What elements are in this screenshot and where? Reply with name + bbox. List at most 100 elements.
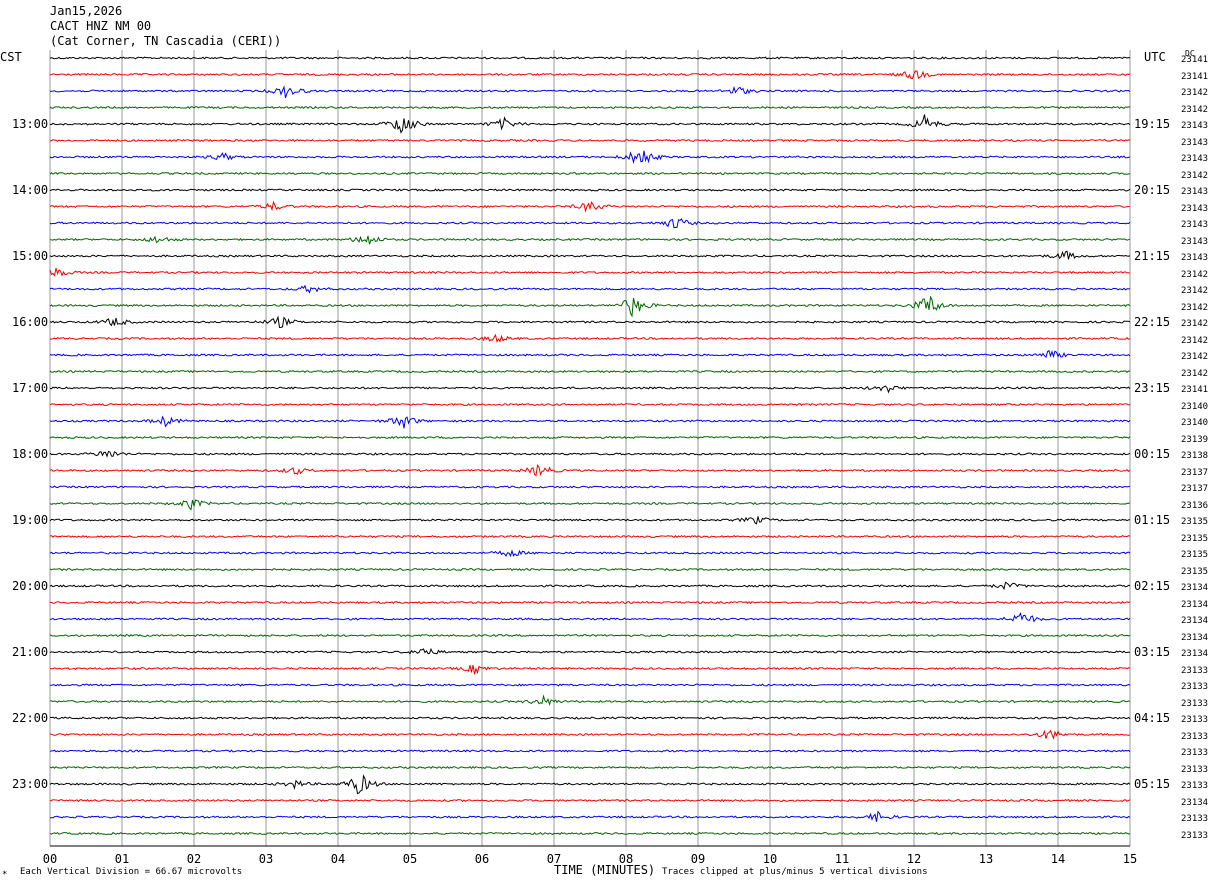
seismic-trace xyxy=(49,647,1131,655)
right-hour-label: 05:15 xyxy=(1134,777,1171,791)
seismic-trace xyxy=(49,349,1131,359)
dc-offset-label: 23133 xyxy=(1181,748,1209,758)
seismic-trace xyxy=(49,664,1131,675)
x-tick-label: 03 xyxy=(258,852,274,866)
left-hour-label: 13:00 xyxy=(12,117,49,131)
left-hour-label: 14:00 xyxy=(12,183,49,197)
right-hour-label: 04:15 xyxy=(1134,711,1171,725)
dc-offset-label: 23135 xyxy=(1181,533,1209,544)
right-hour-label: 00:15 xyxy=(1134,447,1171,461)
seismic-trace xyxy=(49,188,1131,192)
seismic-trace xyxy=(49,464,1131,477)
seismic-trace xyxy=(49,810,1131,822)
local-timezone-label: CST xyxy=(0,50,22,64)
dc-offset-label: 23134 xyxy=(1181,632,1209,643)
dc-offset-label: 23143 xyxy=(1181,236,1209,247)
dc-offset-label: 23142 xyxy=(1181,352,1209,362)
left-hour-label: 19:00 xyxy=(12,513,49,527)
right-hour-label: 23:15 xyxy=(1134,381,1171,395)
x-tick-label: 11 xyxy=(834,852,850,866)
seismic-trace xyxy=(49,333,1131,343)
seismic-trace xyxy=(49,633,1131,638)
seismic-trace xyxy=(49,798,1131,803)
dc-offset-label: 23142 xyxy=(1181,269,1209,280)
right-hour-label: 02:15 xyxy=(1134,579,1171,593)
seismic-trace xyxy=(49,749,1131,753)
x-tick-label: 05 xyxy=(402,852,418,866)
seismic-trace xyxy=(49,402,1131,407)
seismic-trace xyxy=(49,200,1131,213)
dc-offset-label: 23133 xyxy=(1181,682,1209,692)
dc-offset-label: 23140 xyxy=(1181,418,1209,428)
seismic-trace xyxy=(49,218,1131,229)
seismic-trace xyxy=(49,729,1131,741)
x-tick-label: 04 xyxy=(330,852,346,866)
seismic-trace xyxy=(49,369,1131,374)
seismic-trace xyxy=(49,295,1131,318)
dc-offset-label: 23143 xyxy=(1181,203,1209,214)
seismic-trace xyxy=(49,267,1131,277)
dc-offset-label: 23143 xyxy=(1181,253,1209,263)
seismic-trace xyxy=(49,485,1131,489)
right-hour-label: 03:15 xyxy=(1134,645,1171,659)
seismic-trace xyxy=(49,114,1131,134)
dc-offset-label: 23141 xyxy=(1181,55,1209,65)
dc-offset-label: 23134 xyxy=(1181,583,1209,593)
dc-offset-label: 23133 xyxy=(1181,830,1209,841)
dc-offset-label: 23141 xyxy=(1181,385,1209,395)
left-hour-label: 20:00 xyxy=(12,579,49,593)
dc-offset-label: 23142 xyxy=(1181,88,1209,98)
dc-offset-label: 23135 xyxy=(1181,566,1209,577)
right-hour-label: 22:15 xyxy=(1134,315,1171,329)
dc-offset-label: 23133 xyxy=(1181,698,1209,709)
dc-offset-label: 23136 xyxy=(1181,500,1209,511)
seismic-trace xyxy=(49,85,1131,99)
seismic-trace xyxy=(49,549,1131,558)
x-tick-label: 00 xyxy=(42,852,58,866)
dc-offset-label: 23140 xyxy=(1181,401,1209,412)
dc-offset-label: 23143 xyxy=(1181,187,1209,197)
corner-mark: * xyxy=(2,870,8,880)
seismic-trace xyxy=(49,534,1131,539)
dc-offset-label: 23142 xyxy=(1181,302,1209,313)
seismic-trace xyxy=(49,694,1131,706)
x-tick-label: 07 xyxy=(546,852,562,866)
x-tick-label: 15 xyxy=(1122,852,1138,866)
dc-offset-label: 23142 xyxy=(1181,170,1209,181)
dc-offset-label: 23133 xyxy=(1181,731,1209,742)
x-tick-label: 02 xyxy=(186,852,202,866)
seismic-trace xyxy=(49,70,1131,80)
dc-offset-label: 23141 xyxy=(1181,71,1209,82)
vertical-scale-note: Each Vertical Division = 66.67 microvolt… xyxy=(20,867,243,877)
clip-note: Traces clipped at plus/minus 5 vertical … xyxy=(662,867,928,877)
dc-offset-label: 23134 xyxy=(1181,616,1209,626)
seismic-trace xyxy=(49,105,1131,110)
dc-offset-label: 23142 xyxy=(1181,368,1209,379)
left-hour-label: 23:00 xyxy=(12,777,49,791)
dc-offset-label: 23143 xyxy=(1181,154,1209,164)
left-hour-label: 16:00 xyxy=(12,315,49,329)
seismic-trace xyxy=(49,716,1131,720)
x-tick-label: 14 xyxy=(1050,852,1066,866)
dc-offset-label: 23138 xyxy=(1181,451,1209,461)
dc-offset-header: DC xyxy=(1185,49,1195,58)
x-tick-label: 01 xyxy=(114,852,130,866)
seismic-trace xyxy=(49,415,1131,429)
dc-offset-label: 23137 xyxy=(1181,467,1209,478)
left-hour-label: 15:00 xyxy=(12,249,49,263)
seismic-trace xyxy=(49,581,1131,591)
dc-offset-label: 23142 xyxy=(1181,104,1209,115)
dc-offset-label: 23134 xyxy=(1181,649,1209,659)
left-hour-label: 22:00 xyxy=(12,711,49,725)
seismic-trace xyxy=(49,150,1131,165)
left-hour-label: 21:00 xyxy=(12,645,49,659)
station-location: (Cat Corner, TN Cascadia (CERI)) xyxy=(50,34,282,48)
seismic-trace xyxy=(49,138,1131,143)
right-hour-label: 19:15 xyxy=(1134,117,1171,131)
dc-offset-label: 23134 xyxy=(1181,797,1209,808)
right-hour-label: 20:15 xyxy=(1134,183,1171,197)
dc-offset-label: 23142 xyxy=(1181,335,1209,346)
utc-timezone-label: UTC xyxy=(1144,50,1166,64)
seismic-trace xyxy=(49,235,1131,245)
